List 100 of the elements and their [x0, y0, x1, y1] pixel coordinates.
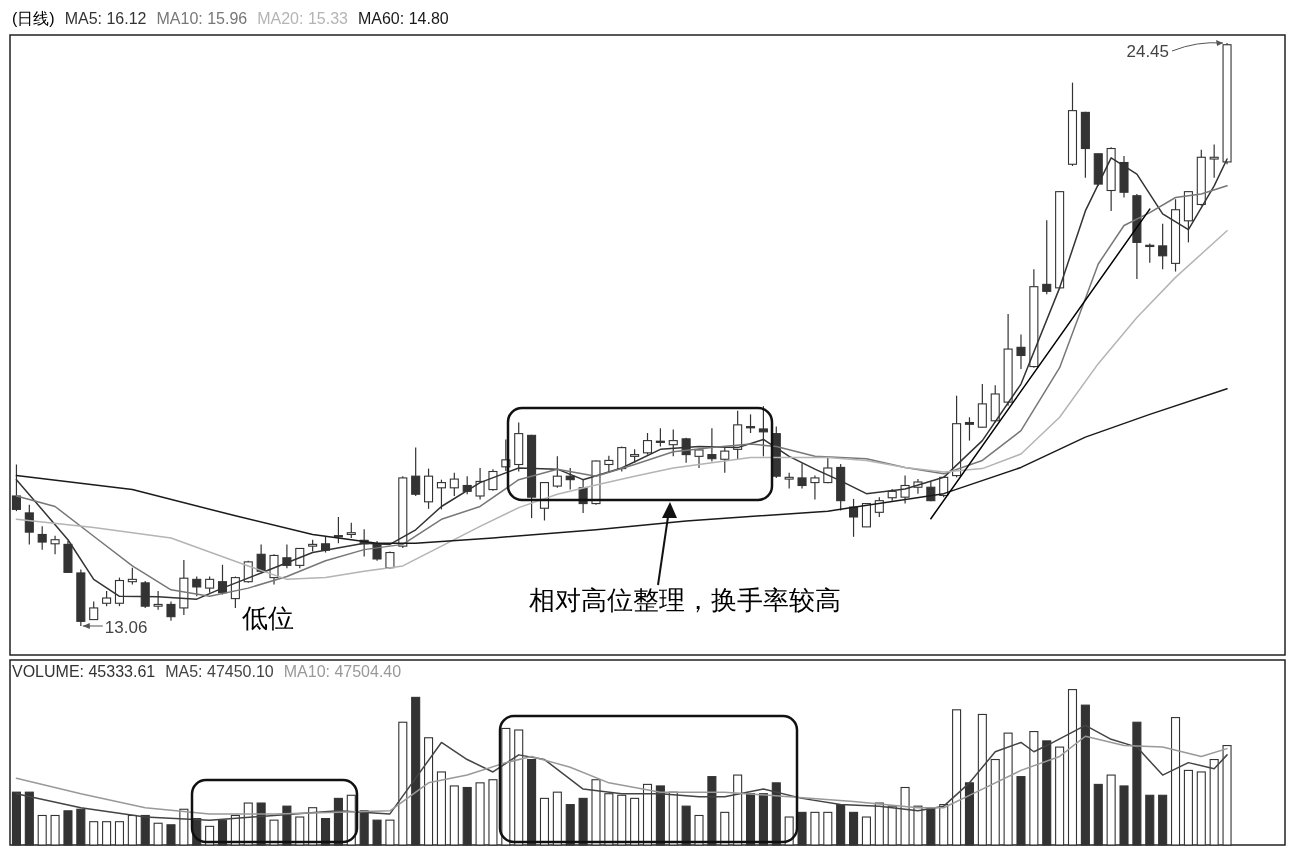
candlestick	[166, 600, 176, 622]
bar	[1132, 721, 1142, 846]
bar	[591, 779, 601, 846]
bar	[681, 805, 691, 846]
bar	[11, 791, 21, 846]
candlestick	[900, 474, 910, 505]
annotation: 13.06	[104, 618, 148, 637]
bar	[333, 797, 343, 846]
candlestick	[707, 427, 717, 463]
bar	[630, 797, 640, 846]
bar	[436, 771, 446, 846]
bar	[475, 782, 485, 846]
bar	[720, 811, 730, 846]
bar	[527, 758, 537, 846]
bar	[50, 814, 60, 846]
legend: VOLUME: 45333.61 MA5: 47450.10 MA10: 47504.40	[12, 663, 402, 680]
bar	[861, 816, 871, 846]
bar	[797, 811, 807, 846]
bar	[295, 816, 305, 846]
candlestick	[655, 427, 665, 448]
bar	[462, 786, 472, 846]
bar	[1080, 704, 1090, 846]
bar	[1042, 740, 1052, 846]
bar	[102, 821, 112, 846]
bar	[849, 811, 859, 846]
candlestick	[552, 455, 562, 489]
bar	[1016, 776, 1026, 846]
bar	[1055, 746, 1065, 846]
candlestick	[333, 516, 343, 544]
candlestick	[488, 468, 498, 492]
bar	[63, 810, 73, 846]
annotation: 相对高位整理，换手率较高	[529, 585, 841, 615]
bar	[668, 791, 678, 846]
bar	[1170, 717, 1181, 846]
bar	[810, 811, 820, 846]
bar	[539, 797, 550, 846]
bar	[385, 819, 395, 846]
bar	[1196, 771, 1206, 846]
bar	[449, 785, 459, 846]
candlestick	[1016, 333, 1026, 370]
bar	[694, 814, 704, 846]
candlestick	[411, 447, 421, 497]
bar	[359, 810, 369, 846]
candlestick	[617, 445, 627, 473]
bar	[24, 791, 34, 846]
bar	[411, 696, 421, 846]
candlestick	[823, 456, 833, 484]
bar	[1222, 744, 1232, 846]
bar	[733, 774, 743, 846]
candlestick	[37, 525, 47, 551]
bar	[372, 819, 382, 846]
bar	[913, 805, 923, 846]
bar	[1158, 794, 1168, 846]
candlestick	[282, 543, 292, 569]
candlestick	[475, 467, 485, 501]
bar	[552, 791, 562, 846]
bar	[977, 713, 987, 846]
bar	[514, 729, 524, 846]
candlestick	[758, 405, 768, 457]
bar	[887, 805, 897, 846]
bar	[488, 779, 498, 846]
bar	[320, 818, 331, 846]
bar	[1029, 731, 1039, 846]
candlestick	[192, 575, 202, 597]
bar	[1145, 794, 1155, 846]
bar	[217, 819, 228, 846]
bar	[424, 737, 434, 846]
candlestick	[436, 479, 446, 510]
bar	[990, 758, 1000, 846]
bar	[939, 804, 949, 846]
legend: (日线) MA5: 16.12 MA10: 15.96 MA20: 15.33 MA60: 14.80	[12, 10, 449, 27]
candlestick	[668, 428, 678, 457]
bar	[926, 807, 936, 846]
candlestick	[1209, 143, 1219, 179]
candlestick	[681, 437, 691, 464]
candlestick	[1145, 242, 1155, 264]
candlestick	[24, 504, 34, 545]
bar	[642, 783, 653, 846]
bar	[1067, 689, 1078, 846]
bar	[179, 808, 189, 846]
bar	[153, 822, 163, 846]
bar	[1209, 758, 1219, 846]
candlestick	[1042, 219, 1052, 295]
candlestick	[745, 413, 756, 434]
candlestick	[604, 455, 614, 474]
candlestick	[849, 498, 859, 538]
bar	[166, 824, 176, 846]
candlestick	[50, 535, 60, 555]
candlestick	[1158, 223, 1168, 270]
bar	[501, 727, 511, 846]
bar	[1183, 769, 1193, 846]
annotation: 低位	[242, 603, 294, 633]
bar	[127, 814, 137, 846]
bar	[89, 821, 99, 846]
bar	[836, 804, 846, 846]
bar	[269, 819, 279, 846]
bar	[964, 782, 975, 846]
bar	[114, 821, 125, 846]
bar	[578, 797, 588, 846]
bar	[823, 811, 833, 846]
